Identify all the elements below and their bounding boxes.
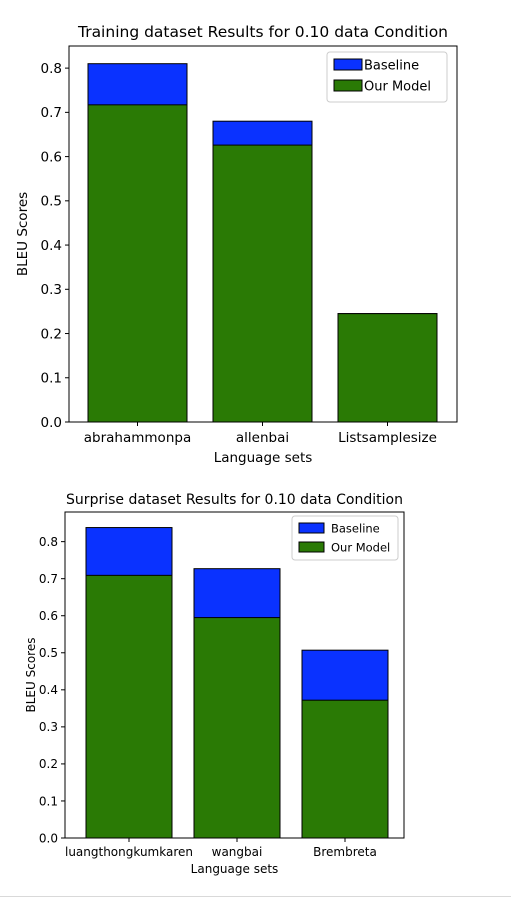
x-tick-label: Brembreta — [313, 845, 377, 859]
plot-frame — [64, 511, 405, 839]
bar-our-model — [87, 104, 188, 423]
y-tick-label: 0.4 — [39, 683, 58, 697]
plot-frame — [68, 45, 458, 423]
legend: Baseline Our Model — [326, 51, 448, 103]
x-tick-label: Listsamplesize — [338, 430, 437, 446]
x-tick-label: abrahammonpa — [84, 430, 191, 446]
y-tick-label: 0.6 — [39, 609, 58, 623]
chart-1: Training dataset Results for 0.10 data C… — [15, 23, 458, 466]
y-tick-label: 0.0 — [39, 831, 58, 845]
y-tick-label: 0.6 — [41, 149, 62, 165]
legend-swatch — [333, 79, 363, 92]
y-tick-label: 0.2 — [39, 757, 58, 771]
y-tick-label: 0.0 — [41, 415, 62, 431]
legend-label: Our Model — [364, 80, 431, 95]
bar-our-model — [337, 313, 438, 423]
y-tick-label: 0.4 — [41, 238, 62, 254]
y-tick-label: 0.8 — [39, 535, 58, 549]
y-tick-label: 0.3 — [39, 720, 58, 734]
y-tick-label: 0.8 — [41, 61, 62, 77]
x-axis-label: Language sets — [214, 450, 313, 466]
legend-swatch — [333, 58, 363, 71]
legend-swatch — [298, 541, 325, 553]
y-axis-label: BLEU Scores — [15, 192, 31, 276]
x-axis-label: Language sets — [191, 862, 279, 876]
bar-our-model — [85, 574, 173, 839]
legend-label: Baseline — [364, 59, 419, 74]
y-tick-label: 0.7 — [41, 105, 62, 121]
chart-title: Surprise dataset Results for 0.10 data C… — [66, 492, 403, 508]
x-tick-label: wangbai — [212, 845, 263, 859]
x-tick-label: luangthongkumkaren — [65, 845, 193, 859]
bottom-divider — [0, 896, 511, 897]
legend-label: Baseline — [331, 522, 380, 536]
bar-our-model — [301, 699, 389, 839]
bar-our-model — [193, 617, 281, 839]
y-axis-label: BLEU Scores — [24, 638, 38, 713]
y-tick-label: 0.2 — [41, 326, 62, 342]
legend-label: Our Model — [331, 541, 390, 555]
y-tick-label: 0.5 — [39, 646, 58, 660]
y-tick-label: 0.1 — [41, 371, 62, 387]
legend: Baseline Our Model — [291, 515, 399, 561]
legend-swatch — [298, 522, 325, 534]
chart-2: Surprise dataset Results for 0.10 data C… — [24, 492, 405, 876]
y-tick-label: 0.7 — [39, 572, 58, 586]
x-tick-label: allenbai — [236, 430, 289, 446]
chart-title: Training dataset Results for 0.10 data C… — [77, 23, 448, 41]
y-tick-label: 0.3 — [41, 282, 62, 298]
bar-our-model — [212, 144, 313, 423]
y-tick-label: 0.5 — [41, 194, 62, 210]
y-tick-label: 0.1 — [39, 794, 58, 808]
